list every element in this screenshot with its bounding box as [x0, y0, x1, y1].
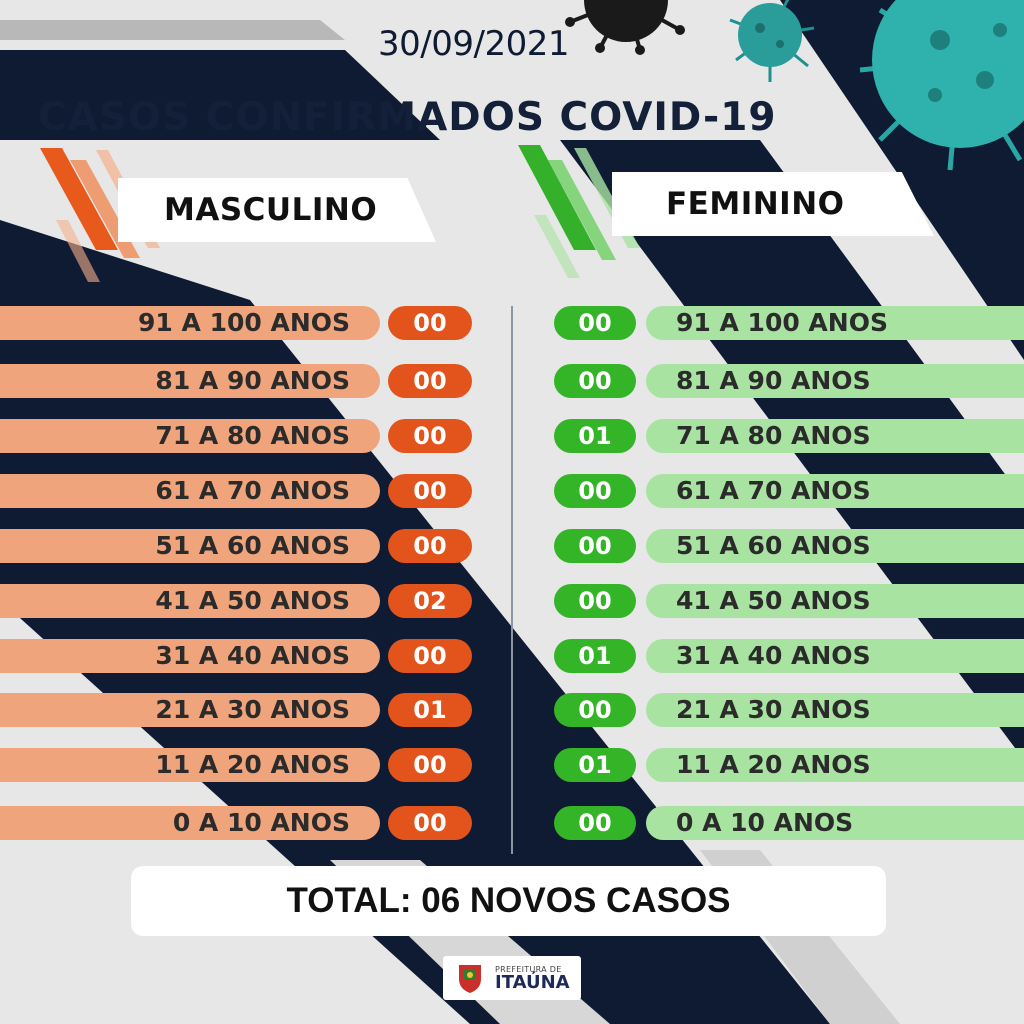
virus-dark-icon	[565, 0, 685, 55]
male-age-label: 71 A 80 ANOS	[155, 421, 350, 450]
male-age-bar: 21 A 30 ANOS	[0, 693, 380, 727]
female-age-label: 51 A 60 ANOS	[676, 531, 871, 560]
male-count-badge: 00	[388, 364, 472, 398]
male-count-badge: 00	[388, 806, 472, 840]
female-count-badge: 00	[554, 806, 636, 840]
header-feminino-label: FEMININO	[666, 186, 845, 222]
total-label: TOTAL: 06 NOVOS CASOS	[286, 881, 731, 920]
male-age-label: 11 A 20 ANOS	[155, 750, 350, 779]
logo-city: ITAÚNA	[495, 971, 570, 993]
female-age-label: 71 A 80 ANOS	[676, 421, 871, 450]
female-age-label: 61 A 70 ANOS	[676, 476, 871, 505]
female-age-label: 41 A 50 ANOS	[676, 586, 871, 615]
male-age-label: 61 A 70 ANOS	[155, 476, 350, 505]
female-age-bar: 51 A 60 ANOS	[646, 529, 1024, 563]
female-count-badge: 00	[554, 584, 636, 618]
female-age-bar: 81 A 90 ANOS	[646, 364, 1024, 398]
female-age-bar: 11 A 20 ANOS	[646, 748, 1024, 782]
male-count-badge: 00	[388, 419, 472, 453]
male-age-bar: 11 A 20 ANOS	[0, 748, 380, 782]
male-age-bar: 0 A 10 ANOS	[0, 806, 380, 840]
female-age-label: 81 A 90 ANOS	[676, 366, 871, 395]
male-age-bar: 71 A 80 ANOS	[0, 419, 380, 453]
male-age-label: 0 A 10 ANOS	[172, 808, 350, 837]
male-count-badge: 00	[388, 748, 472, 782]
male-age-bar: 31 A 40 ANOS	[0, 639, 380, 673]
male-age-label: 41 A 50 ANOS	[155, 586, 350, 615]
female-age-bar: 41 A 50 ANOS	[646, 584, 1024, 618]
city-crest-icon	[459, 965, 481, 993]
male-count-badge: 00	[388, 639, 472, 673]
female-age-label: 0 A 10 ANOS	[676, 808, 854, 837]
report-date: 30/09/2021	[378, 24, 569, 64]
female-age-bar: 61 A 70 ANOS	[646, 474, 1024, 508]
female-age-label: 21 A 30 ANOS	[676, 695, 871, 724]
female-count-badge: 00	[554, 529, 636, 563]
female-count-badge: 00	[554, 364, 636, 398]
female-count-badge: 00	[554, 693, 636, 727]
male-age-bar: 41 A 50 ANOS	[0, 584, 380, 618]
virus-teal-small-icon	[729, 0, 815, 82]
female-age-bar: 0 A 10 ANOS	[646, 806, 1024, 840]
header-masculino-label: MASCULINO	[164, 192, 378, 228]
column-divider	[511, 306, 513, 854]
male-count-badge: 02	[388, 584, 472, 618]
total-box: TOTAL: 06 NOVOS CASOS	[131, 866, 886, 936]
male-count-badge: 01	[388, 693, 472, 727]
male-age-label: 31 A 40 ANOS	[155, 641, 350, 670]
header-masculino: MASCULINO	[118, 178, 436, 242]
female-age-label: 91 A 100 ANOS	[676, 308, 888, 337]
female-count-badge: 00	[554, 306, 636, 340]
male-age-label: 21 A 30 ANOS	[155, 695, 350, 724]
page-title: CASOS CONFIRMADOS COVID-19	[38, 95, 777, 140]
male-age-bar: 51 A 60 ANOS	[0, 529, 380, 563]
male-count-badge: 00	[388, 529, 472, 563]
female-age-bar: 21 A 30 ANOS	[646, 693, 1024, 727]
male-age-label: 51 A 60 ANOS	[155, 531, 350, 560]
male-age-label: 81 A 90 ANOS	[155, 366, 350, 395]
male-age-bar: 91 A 100 ANOS	[0, 306, 380, 340]
logo: PREFEITURA DE ITAÚNA	[443, 956, 581, 1000]
female-count-badge: 01	[554, 748, 636, 782]
female-count-badge: 01	[554, 639, 636, 673]
female-age-bar: 31 A 40 ANOS	[646, 639, 1024, 673]
male-age-bar: 61 A 70 ANOS	[0, 474, 380, 508]
male-count-badge: 00	[388, 474, 472, 508]
virus-teal-large-icon	[859, 0, 1024, 171]
male-count-badge: 00	[388, 306, 472, 340]
female-age-bar: 91 A 100 ANOS	[646, 306, 1024, 340]
female-age-label: 31 A 40 ANOS	[676, 641, 871, 670]
female-count-badge: 01	[554, 419, 636, 453]
male-age-bar: 81 A 90 ANOS	[0, 364, 380, 398]
logo-prefix: PREFEITURA DE	[495, 964, 562, 974]
female-count-badge: 00	[554, 474, 636, 508]
female-age-bar: 71 A 80 ANOS	[646, 419, 1024, 453]
male-age-label: 91 A 100 ANOS	[138, 308, 350, 337]
header-feminino: FEMININO	[612, 172, 934, 236]
female-age-label: 11 A 20 ANOS	[676, 750, 871, 779]
